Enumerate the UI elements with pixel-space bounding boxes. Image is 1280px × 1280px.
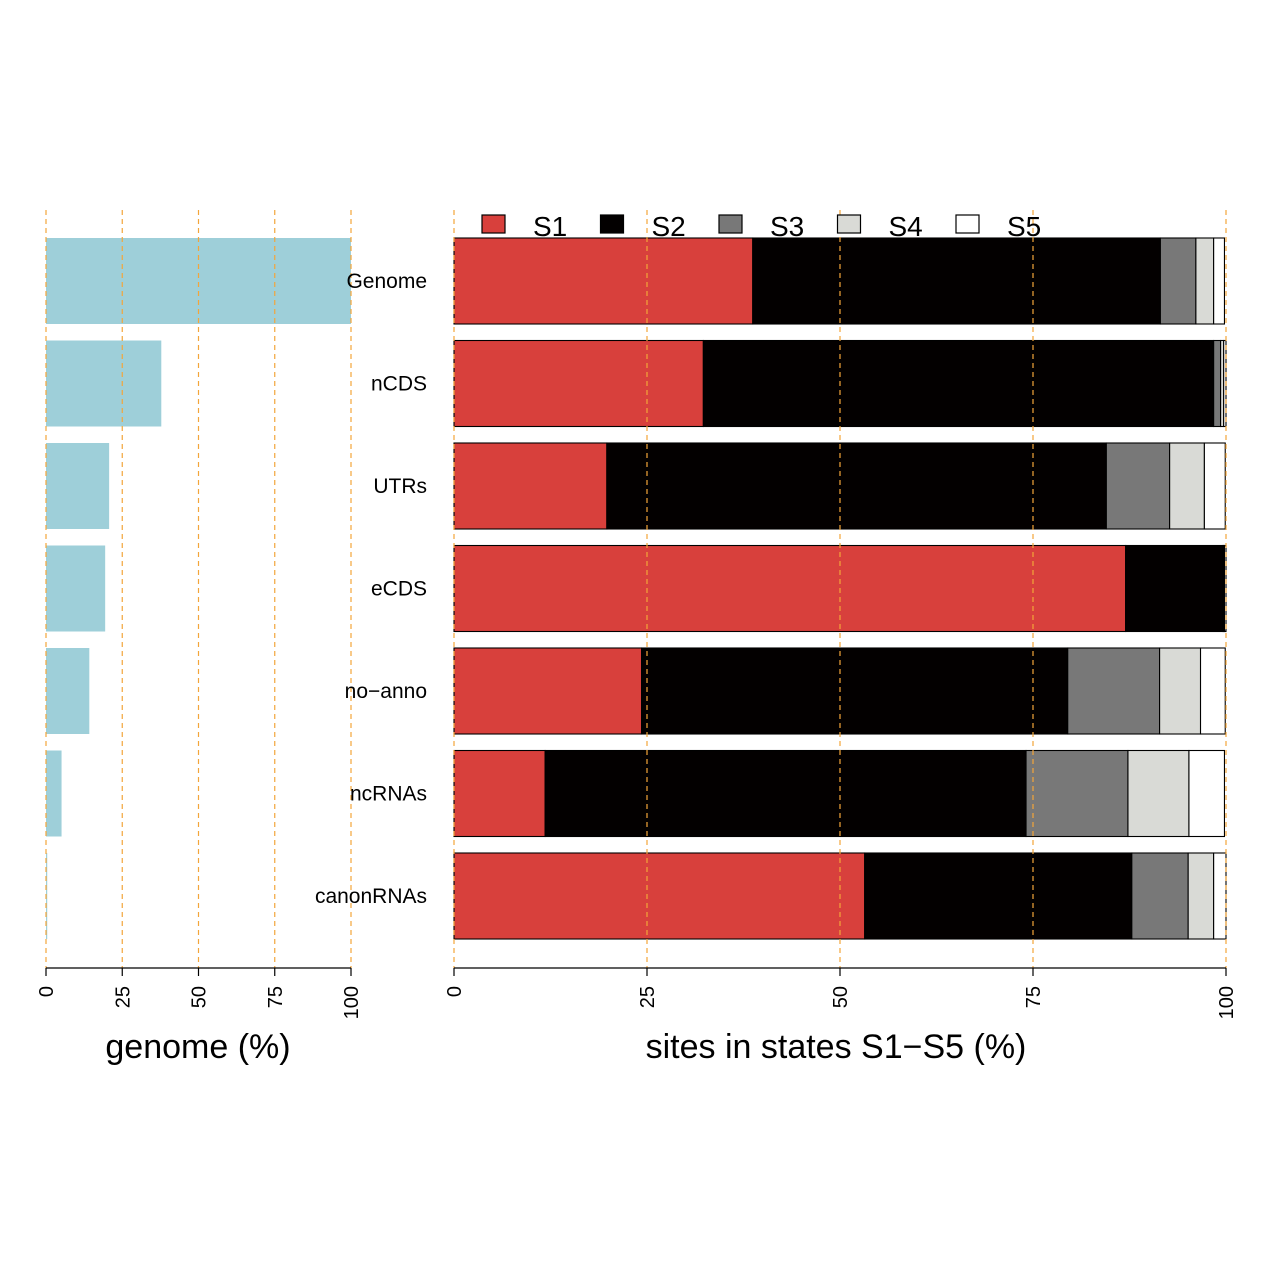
stacked-segment-s5 xyxy=(1213,852,1227,940)
legend-label-s1: S1 xyxy=(533,211,567,242)
genome-bar xyxy=(46,750,62,837)
right-x-tick-label: 0 xyxy=(444,986,466,997)
stacked-segment-s2 xyxy=(864,852,1133,940)
left-x-tick-label: 100 xyxy=(341,986,363,1019)
category-label: Genome xyxy=(346,270,427,293)
category-label: UTRs xyxy=(373,475,427,498)
stacked-segment-s4 xyxy=(1187,852,1215,940)
genome-bar xyxy=(46,545,106,632)
legend-label-s3: S3 xyxy=(770,211,804,242)
states-panel: Genome nCDS UTRs eCDS no−anno ncRNAs canonRNAs… xyxy=(315,210,1238,1019)
stacked-segment-s5 xyxy=(1213,237,1226,325)
stacked-segment-s5 xyxy=(1188,749,1226,838)
right-x-tick-label: 75 xyxy=(1023,986,1045,1008)
stacked-segment-s2 xyxy=(752,237,1161,325)
genome-bar xyxy=(46,648,90,734)
stacked-segment-s2 xyxy=(702,339,1215,428)
category-label: eCDS xyxy=(371,578,427,601)
genome-bar xyxy=(46,443,110,529)
stacked-segment-s1 xyxy=(453,339,704,428)
stacked-segment-s1 xyxy=(453,544,1127,633)
stacked-segment-s4 xyxy=(1195,237,1215,325)
stacked-segment-s1 xyxy=(453,647,643,735)
legend-swatch-s1 xyxy=(481,214,506,234)
stacked-segment-s3 xyxy=(1067,647,1161,735)
right-x-tick-label: 25 xyxy=(637,986,659,1008)
left-x-tick-label: 25 xyxy=(112,986,134,1008)
stacked-segment-s4 xyxy=(1169,442,1205,530)
stacked-segment-s2 xyxy=(1125,544,1224,633)
right-x-tick-label: 100 xyxy=(1216,986,1238,1019)
stacked-segment-s1 xyxy=(453,237,754,325)
stacked-segment-s5 xyxy=(1199,647,1226,735)
category-label: ncRNAs xyxy=(350,783,427,806)
left-x-axis-title: genome (%) xyxy=(105,1028,290,1066)
stacked-segment-s1 xyxy=(453,852,866,940)
stacked-segment-s3 xyxy=(1105,442,1171,530)
stacked-segment-s3 xyxy=(1159,237,1197,325)
genome-bar xyxy=(46,853,48,939)
right-x-axis-title: sites in states S1−S5 (%) xyxy=(646,1028,1027,1066)
stacked-segment-s4 xyxy=(1127,749,1190,838)
category-label: nCDS xyxy=(371,373,427,396)
legend-label-s5: S5 xyxy=(1007,211,1041,242)
right-x-tick-label: 50 xyxy=(830,986,852,1008)
stacked-segment-s2 xyxy=(544,749,1027,838)
legend-swatch-s4 xyxy=(836,214,862,234)
left-x-tick-label: 0 xyxy=(36,986,58,997)
category-label: no−anno xyxy=(345,680,427,703)
legend-swatch-s2 xyxy=(599,214,625,234)
stacked-segment-s3 xyxy=(1025,749,1129,838)
stacked-segment-s5 xyxy=(1203,442,1226,530)
category-label: canonRNAs xyxy=(315,885,427,908)
stacked-segment-s1 xyxy=(453,749,546,838)
legend-label-s4: S4 xyxy=(889,211,923,242)
left-x-tick-label: 50 xyxy=(189,986,211,1008)
stacked-segment-s3 xyxy=(1213,339,1222,428)
stacked-segment-s3 xyxy=(1131,852,1189,940)
stacked-segment-s1 xyxy=(453,442,608,530)
genome-panel: 0 25 50 75 100 xyxy=(36,210,363,1019)
stacked-segment-s2 xyxy=(606,442,1107,530)
legend: S1 S2 S3 S4 S5 xyxy=(481,211,1041,242)
left-x-tick-label: 75 xyxy=(265,986,287,1008)
stacked-segment-s4 xyxy=(1159,647,1202,735)
genome-bar xyxy=(46,340,162,427)
stacked-segment-s2 xyxy=(641,647,1069,735)
legend-swatch-s5 xyxy=(955,214,980,234)
legend-label-s2: S2 xyxy=(652,211,686,242)
legend-swatch-s3 xyxy=(718,214,743,234)
